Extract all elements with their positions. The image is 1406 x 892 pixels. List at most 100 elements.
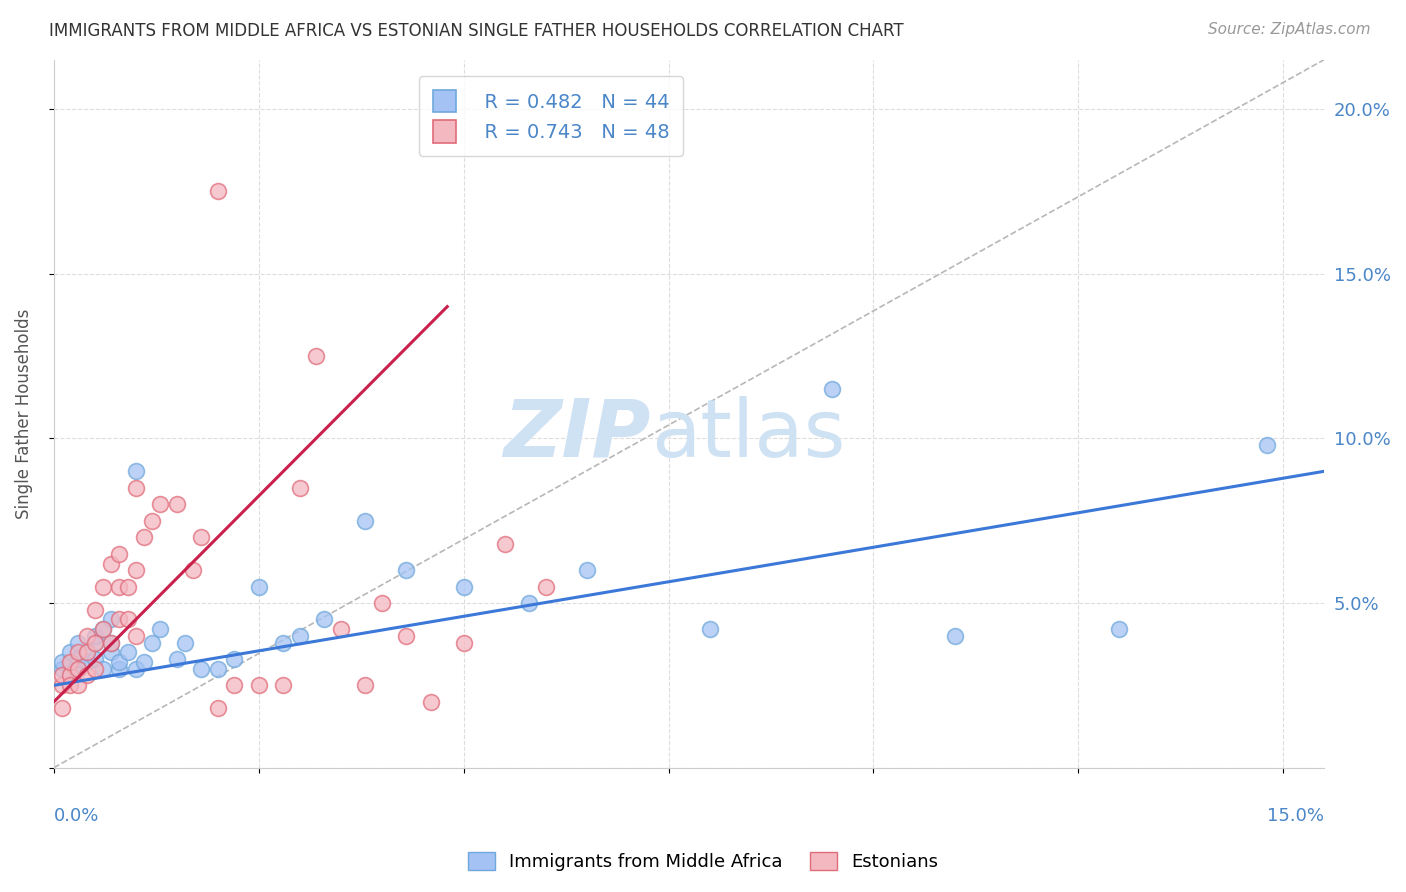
Point (1256, 438, 1278, 452)
Point (100, 557, 122, 571)
Point (108, 613, 131, 627)
Text: atlas: atlas (651, 396, 845, 474)
Point (329, 623, 352, 637)
Point (91, 623, 114, 637)
Point (59, 668, 82, 682)
Text: 15.0%: 15.0% (1267, 806, 1324, 824)
Point (67, 662, 90, 676)
Point (51, 662, 73, 676)
Point (100, 635, 122, 649)
Point (207, 701, 229, 715)
Point (273, 635, 295, 649)
Point (945, 629, 967, 643)
Point (354, 514, 377, 528)
Point (370, 596, 392, 610)
Point (132, 656, 155, 670)
Point (76, 645, 98, 659)
Point (51, 656, 73, 670)
Point (224, 652, 246, 666)
Point (224, 678, 246, 692)
Point (821, 382, 844, 396)
Point (141, 635, 163, 649)
Point (534, 580, 557, 594)
Point (76, 668, 98, 682)
Point (174, 635, 197, 649)
Legend: Immigrants from Middle Africa, Estonians: Immigrants from Middle Africa, Estonians (460, 845, 946, 879)
Point (59, 668, 82, 682)
Point (51, 668, 73, 682)
Point (108, 656, 131, 670)
Point (494, 537, 516, 551)
Point (149, 497, 172, 511)
Point (273, 678, 295, 692)
Point (125, 662, 148, 676)
Point (247, 580, 270, 594)
Point (91, 623, 114, 637)
Point (288, 629, 311, 643)
Point (100, 645, 122, 659)
Point (699, 623, 721, 637)
Point (67, 678, 90, 692)
Point (575, 563, 598, 577)
Point (83, 652, 105, 666)
Point (125, 481, 148, 495)
Point (83, 635, 105, 649)
Point (100, 613, 122, 627)
Point (117, 613, 139, 627)
Point (76, 645, 98, 659)
Point (419, 695, 441, 709)
Point (83, 602, 105, 616)
Text: ZIP: ZIP (503, 396, 651, 474)
Point (67, 662, 90, 676)
Point (453, 635, 475, 649)
Point (91, 580, 114, 594)
Point (67, 635, 90, 649)
Point (83, 662, 105, 676)
Point (207, 662, 229, 676)
Point (190, 662, 212, 676)
Point (76, 656, 98, 670)
Point (453, 580, 475, 594)
Point (117, 645, 139, 659)
Point (117, 580, 139, 594)
Point (76, 629, 98, 643)
Point (67, 645, 90, 659)
Point (517, 596, 540, 610)
Point (83, 635, 105, 649)
Point (125, 563, 148, 577)
Legend:   R = 0.482   N = 44,   R = 0.743   N = 48: R = 0.482 N = 44, R = 0.743 N = 48 (419, 77, 683, 156)
Point (108, 580, 131, 594)
Point (305, 349, 328, 363)
Point (59, 678, 82, 692)
Point (51, 701, 73, 715)
Text: Source: ZipAtlas.com: Source: ZipAtlas.com (1208, 22, 1371, 37)
Point (100, 635, 122, 649)
Point (166, 652, 188, 666)
Point (181, 563, 204, 577)
Point (59, 645, 82, 659)
Y-axis label: Single Father Households: Single Father Households (15, 309, 32, 519)
Point (288, 481, 311, 495)
Point (132, 530, 155, 544)
Point (108, 662, 131, 676)
Point (141, 514, 163, 528)
Point (207, 185, 229, 199)
Point (247, 678, 270, 692)
Point (149, 623, 172, 637)
Point (1108, 623, 1130, 637)
Point (83, 629, 105, 643)
Point (314, 613, 336, 627)
Point (395, 629, 418, 643)
Point (67, 652, 90, 666)
Point (125, 629, 148, 643)
Point (395, 563, 418, 577)
Text: 0.0%: 0.0% (53, 806, 100, 824)
Point (125, 464, 148, 478)
Point (51, 678, 73, 692)
Text: IMMIGRANTS FROM MIDDLE AFRICA VS ESTONIAN SINGLE FATHER HOUSEHOLDS CORRELATION C: IMMIGRANTS FROM MIDDLE AFRICA VS ESTONIA… (49, 22, 904, 40)
Point (166, 497, 188, 511)
Point (91, 662, 114, 676)
Point (354, 678, 377, 692)
Point (108, 547, 131, 561)
Point (190, 530, 212, 544)
